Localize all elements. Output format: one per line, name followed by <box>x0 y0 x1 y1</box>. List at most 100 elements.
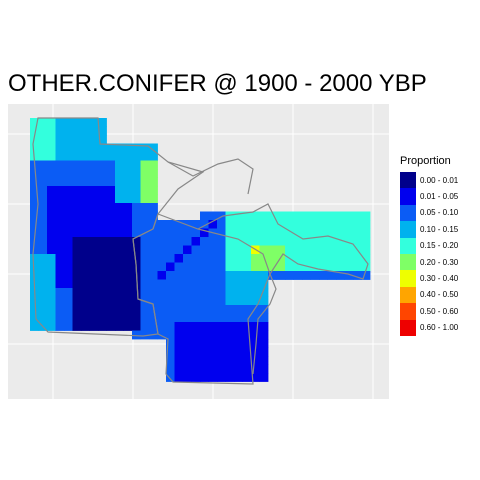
grid-cell <box>208 271 218 280</box>
grid-cell <box>319 271 328 280</box>
grid-cell <box>38 228 48 238</box>
grid-cell <box>200 288 209 297</box>
grid-cell <box>132 160 141 170</box>
grid-cell <box>140 237 150 246</box>
grid-cell <box>225 339 235 348</box>
grid-cell <box>106 296 116 306</box>
grid-cell <box>191 245 201 255</box>
grid-cell <box>200 262 209 272</box>
grid-cell <box>132 330 141 340</box>
grid-cell <box>200 245 209 255</box>
grid-cell <box>115 262 124 272</box>
grid-cell <box>38 279 48 289</box>
legend-item: 0.30 - 0.40 <box>400 270 459 287</box>
grid-cell <box>132 194 141 204</box>
grid-cell <box>302 228 311 238</box>
legend-swatch <box>400 237 416 254</box>
grid-cell <box>353 211 362 221</box>
grid-cell <box>115 279 124 289</box>
grid-cell <box>81 211 90 221</box>
grid-cell <box>157 279 167 289</box>
grid-cell <box>234 262 243 272</box>
legend-item: 0.05 - 0.10 <box>400 204 458 222</box>
grid-cell <box>310 271 320 280</box>
grid-cell <box>217 288 226 297</box>
grid-cell <box>191 262 201 272</box>
grid-cell <box>234 305 243 314</box>
grid-cell <box>89 118 99 127</box>
grid-cell <box>140 262 150 272</box>
grid-cell <box>89 186 99 195</box>
grid-cell <box>89 203 99 212</box>
grid-cell <box>140 169 150 178</box>
grid-cell <box>259 262 269 272</box>
legend-swatch <box>400 286 416 304</box>
grid-cell <box>123 245 133 255</box>
grid-cell <box>174 364 184 374</box>
legend-label: 0.30 - 0.40 <box>420 274 459 284</box>
grid-cell <box>98 322 107 331</box>
grid-cell <box>225 305 235 314</box>
grid-cell <box>123 169 133 178</box>
grid-cell <box>47 237 56 246</box>
grid-cell <box>174 313 184 323</box>
grid-cell <box>157 254 167 263</box>
grid-cell <box>140 194 150 204</box>
grid-cell <box>302 211 311 221</box>
grid-cell <box>149 211 158 221</box>
grid-cell <box>98 296 107 306</box>
grid-cell <box>81 271 90 280</box>
grid-cell <box>285 211 294 221</box>
grid-cell <box>310 237 320 246</box>
grid-cell <box>319 237 328 246</box>
grid-cell <box>242 330 252 340</box>
grid-cell <box>344 228 354 238</box>
map-panel[interactable] <box>8 104 389 399</box>
grid-cell <box>183 322 192 331</box>
grid-cell <box>285 237 294 246</box>
grid-cell <box>149 160 158 170</box>
grid-cell <box>285 228 294 238</box>
grid-cell <box>259 322 269 331</box>
lake-superior-shore <box>167 158 254 195</box>
grid-cell <box>183 271 192 280</box>
grid-cell <box>251 322 260 331</box>
grid-cell <box>302 254 311 263</box>
grid-cell <box>72 245 82 255</box>
grid-cell <box>157 322 167 331</box>
grid-cell <box>225 330 235 340</box>
grid-cell <box>208 339 218 348</box>
grid-cell <box>344 220 354 229</box>
grid-cell <box>225 313 235 323</box>
grid-cell <box>191 296 201 306</box>
wisconsin-outline <box>132 213 271 385</box>
grid-cell <box>140 305 150 314</box>
grid-cell <box>81 220 90 229</box>
grid-cell <box>200 254 209 263</box>
grid-cell <box>234 313 243 323</box>
grid-cell <box>208 356 218 365</box>
legend-swatch <box>400 303 416 320</box>
grid-cell <box>268 245 277 255</box>
grid-cell <box>149 245 158 255</box>
grid-cell <box>89 228 99 238</box>
grid-cell <box>64 271 73 280</box>
grid-cell <box>276 262 286 272</box>
grid-cell <box>38 288 48 297</box>
grid-cell <box>208 288 218 297</box>
grid-cell <box>361 254 371 263</box>
grid-cell <box>123 279 133 289</box>
grid-cell <box>64 288 73 297</box>
grid-cell <box>98 305 107 314</box>
grid-cell <box>38 305 48 314</box>
grid-cell <box>106 288 116 297</box>
grid-cell <box>336 228 345 238</box>
grid-cell <box>115 305 124 314</box>
grid-cell <box>149 313 158 323</box>
grid-cell <box>38 126 48 136</box>
grid-cell <box>183 356 192 365</box>
grid-cell <box>47 288 56 297</box>
grid-cell <box>81 160 90 170</box>
grid-cell <box>242 279 252 289</box>
grid-cell <box>64 279 73 289</box>
